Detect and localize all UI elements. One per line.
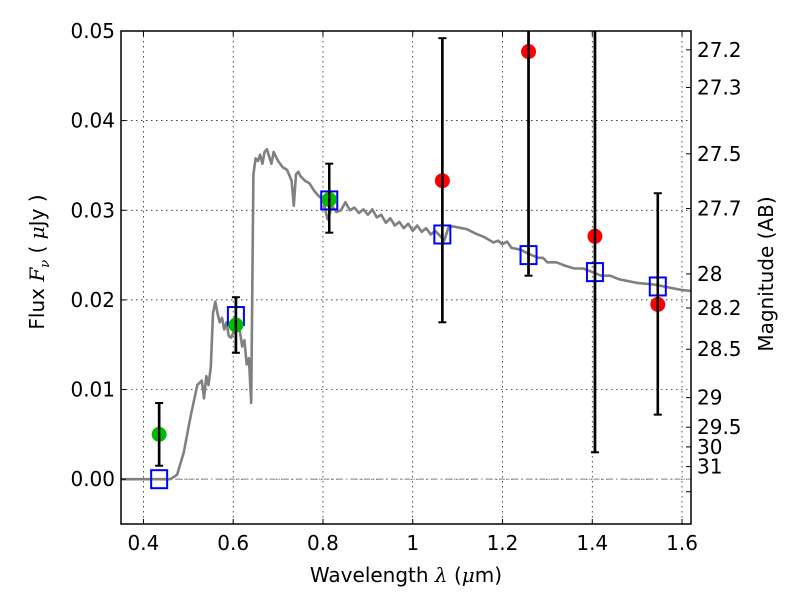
y2-tick-label: 27.2 [697,38,742,62]
y-tick-label: 0.01 [70,378,115,402]
y-tick-label: 0.04 [70,109,115,133]
x-axis-label: Wavelength λ (μm) [310,563,502,587]
y2-axis-label: Magnitude (AB) [754,196,778,351]
y2-tick-label: 27.3 [697,75,742,99]
y2-tick-label: 31 [697,455,722,479]
errorbars-group [155,31,662,467]
x-tick-label: 1.4 [576,531,608,555]
y2-tick-label: 29.5 [697,415,742,439]
y2-tick-label: 28 [697,262,722,286]
x-tick-label: 1.2 [487,531,519,555]
plot-frame [120,30,692,525]
axis-ticks: 0.4 0.6 0.8 1 1.2 1.4 1.6 0.00 0.01 0.02 0.03 0.04 0… [70,19,741,555]
spectrum-group [121,148,692,481]
x-tick-label: 0.8 [307,531,339,555]
y-axis-label: Flux Fν ( μJy ) [25,194,53,329]
y2-tick-label: 28.2 [697,296,742,320]
plot-border [120,30,692,525]
y-tick-label: 0.05 [70,19,115,43]
y2-tick-label: 28.5 [697,337,742,361]
model-spectrum-line [121,148,692,481]
y2-tick-label: 27.7 [697,196,742,220]
y2-tick-label: 27.5 [697,142,742,166]
y-tick-label: 0.03 [70,198,115,222]
points-group [150,31,667,490]
x-tick-label: 0.4 [128,531,160,555]
x-tick-label: 0.6 [217,531,249,555]
y-tick-label: 0.00 [70,467,115,491]
grid-lines [121,30,691,524]
x-tick-label: 1.6 [666,531,698,555]
y2-tick-label: 30 [697,435,722,459]
y2-tick-label: 29 [697,386,722,410]
x-tick-label: 1 [406,531,419,555]
y-tick-label: 0.02 [70,288,115,312]
model-photometry-square [150,469,169,490]
